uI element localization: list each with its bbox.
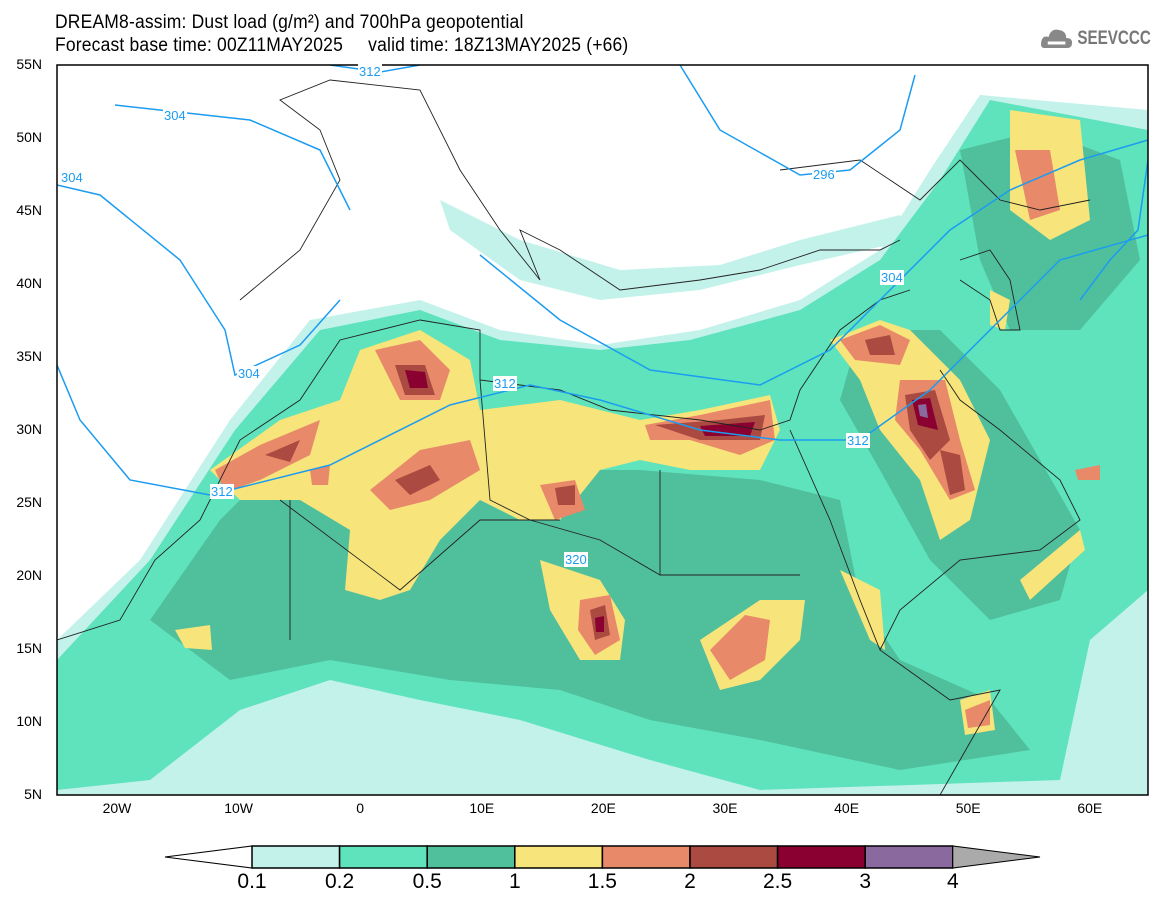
cloud-icon [1041,29,1073,48]
lat-label: 30N [16,421,42,437]
dust-level-1 [175,110,1090,735]
contour-label: 304 [60,170,84,185]
colorbar-swatch [601,845,691,869]
colorbar-label: 2.5 [762,870,793,893]
lon-label: 10W [224,800,253,816]
contour-label: 312 [210,484,234,499]
colorbar-swatch [689,845,779,869]
lat-label: 20N [16,567,42,583]
forecast-time: Forecast base time: 00Z11MAY2025 valid t… [55,35,629,56]
contour-label: 312 [846,433,870,448]
colorbar-label: 0.1 [237,870,267,893]
contour-label: 304 [880,270,904,285]
contour-label: 304 [163,108,187,123]
colorbar-label: 1.5 [587,870,617,893]
lat-label: 25N [16,494,42,510]
lat-label: 50N [16,129,42,145]
colorbar [164,845,1041,869]
contour-label: 312 [358,64,382,79]
dust-level-2 [265,335,965,640]
lon-label: 0 [356,800,365,816]
coastlines-borders [57,79,1091,795]
colorbar-swatch [864,845,954,869]
colorbar-label: 1 [508,870,521,893]
seevccc-logo: SEEVCCC [1040,26,1151,52]
lat-label: 5N [24,786,42,802]
colorbar-over-arrow [952,845,1041,869]
colorbar-swatch [776,845,866,869]
lon-label: 50E [955,800,981,816]
dust-level-1.5 [215,150,1100,728]
colorbar-label: 0.5 [412,870,442,893]
chart-title: DREAM8-assim: Dust load (g/m²) and 700hP… [55,12,524,33]
lon-label: 30E [712,800,738,816]
colorbar-under-arrow [164,845,253,869]
lat-label: 40N [16,275,42,291]
map-frame [56,64,1149,796]
contour-label: 312 [493,376,517,391]
lon-label: 20W [102,800,132,816]
contour-label: 320 [564,552,588,567]
lat-label: 45N [16,202,42,218]
lon-label: 10E [469,800,495,816]
logo-text: SEEVCCC [1077,28,1151,49]
colorbar-label: 3 [859,870,872,893]
lat-label: 10N [16,713,42,729]
contour-label: 296 [812,167,836,182]
lon-label: 40E [834,800,860,816]
colorbar-label: 2 [684,870,696,893]
dust-level-3 [918,404,928,418]
colorbar-swatch [251,845,341,869]
lon-label: 20E [590,800,616,816]
lat-label: 35N [16,348,42,364]
lat-label: 15N [16,640,42,656]
lat-label: 55N [16,56,42,72]
colorbar-swatch [426,845,516,869]
lon-label: 60E [1077,800,1103,816]
contour-label: 304 [237,366,261,381]
colorbar-label: 4 [946,870,959,893]
colorbar-swatch [514,845,604,869]
dust-level-0.5 [150,130,1140,770]
colorbar-swatch [338,845,428,869]
colorbar-label: 0.2 [324,870,355,893]
dust-shading [57,95,1148,795]
